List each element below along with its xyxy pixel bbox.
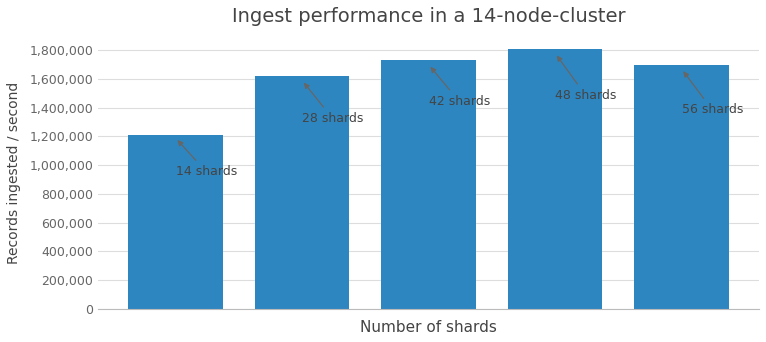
Text: 28 shards: 28 shards bbox=[302, 84, 363, 125]
Y-axis label: Records ingested / second: Records ingested / second bbox=[7, 81, 21, 264]
Bar bbox=[634, 65, 729, 309]
Title: Ingest performance in a 14-node-cluster: Ingest performance in a 14-node-cluster bbox=[232, 7, 625, 26]
Text: 42 shards: 42 shards bbox=[428, 68, 489, 108]
X-axis label: Number of shards: Number of shards bbox=[360, 320, 497, 335]
Text: 56 shards: 56 shards bbox=[682, 72, 743, 116]
Text: 14 shards: 14 shards bbox=[175, 141, 237, 178]
Bar bbox=[254, 76, 349, 309]
Text: 48 shards: 48 shards bbox=[555, 56, 617, 102]
Bar bbox=[381, 60, 476, 309]
Bar bbox=[128, 135, 223, 309]
Bar bbox=[508, 49, 603, 309]
